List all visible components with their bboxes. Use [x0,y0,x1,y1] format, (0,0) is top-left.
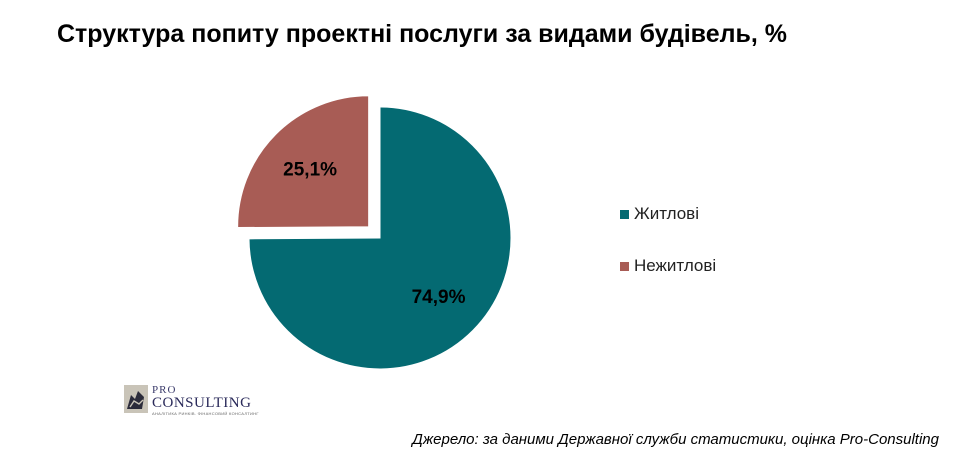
pro-consulting-logo: PRO CONSULTING АНАЛІТИКА РИНКІВ. ФІНАНСО… [124,385,259,416]
pie-slice-residential [248,106,512,370]
legend-item-nonresidential: Нежитлові [620,254,716,278]
logo-consulting-text: CONSULTING [152,395,252,411]
legend-swatch-residential [620,209,629,219]
logo-pro-text: PRO [152,384,177,396]
source-note: Джерело: за даними Державної служби стат… [412,431,939,448]
pie-slice-nonresidential [237,95,370,229]
logo-tagline: АНАЛІТИКА РИНКІВ. ФІНАНСОВИЙ КОНСАЛТИНГ [152,411,259,416]
legend-label-nonresidential: Нежитлові [634,256,717,275]
data-label-residential: 74,9% [412,287,466,308]
legend-item-residential: Житлові [620,202,716,226]
data-label-nonresidential: 25,1% [283,160,337,181]
legend-swatch-nonresidential [620,261,629,271]
logo-mark-icon [124,385,148,413]
chart-title: Структура попиту проектні послуги за вид… [57,20,787,48]
legend-label-residential: Житлові [634,204,699,223]
legend: Житлові Нежитлові [620,202,716,306]
